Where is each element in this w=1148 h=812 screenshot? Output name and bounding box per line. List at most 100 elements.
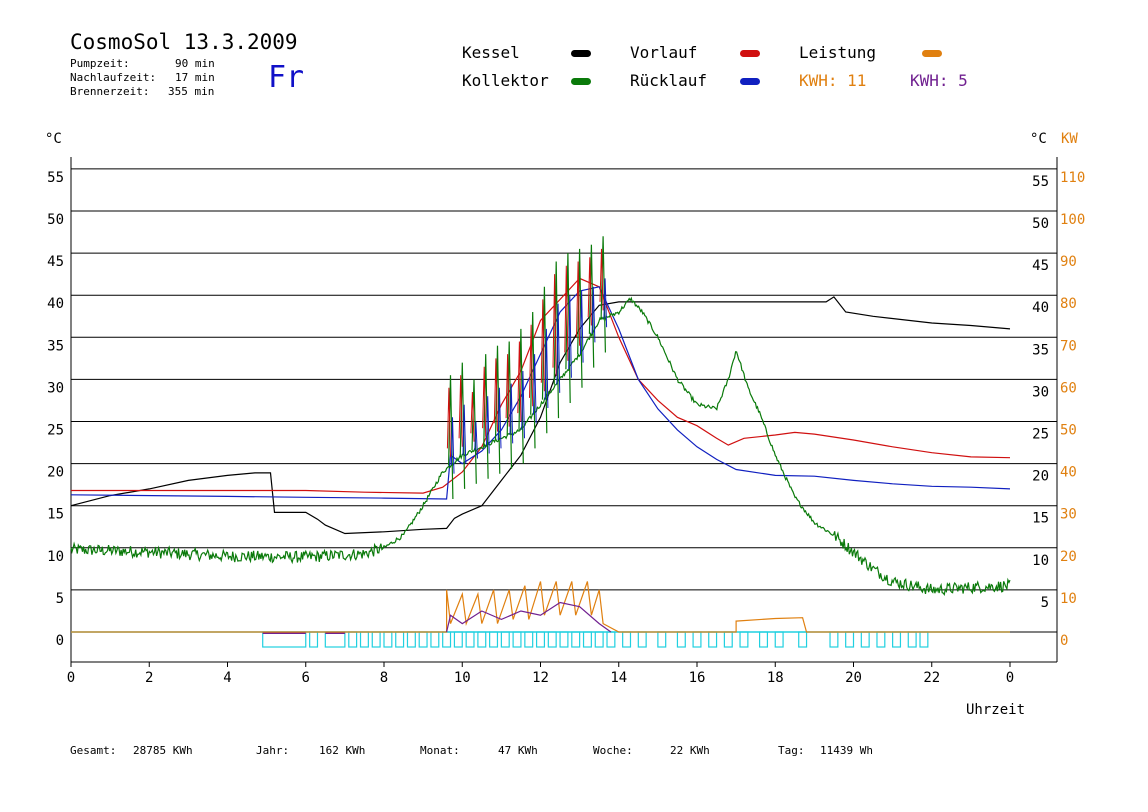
series-spike-vorlauf: [470, 391, 475, 442]
chart-series: [70, 236, 1011, 648]
legend-vorlauf: Vorlauf: [630, 43, 698, 62]
x-tick-label: 20: [845, 670, 862, 686]
series-line-r-cklauf: [70, 286, 1011, 500]
y-tick-label-right: 25: [1032, 427, 1049, 443]
pump-segment: [657, 631, 667, 648]
series-spike-vorlauf: [446, 387, 451, 457]
pump-segment: [489, 631, 499, 648]
series-line-leistung: [71, 581, 1010, 633]
pump-segment: [406, 631, 416, 648]
pump-segment: [535, 631, 546, 648]
y-tick-label-right: 50: [1032, 216, 1049, 232]
series-spike-kollektor: [448, 375, 454, 500]
series-spike-vorlauf: [564, 265, 569, 361]
chart-axes: [70, 157, 1058, 663]
series-spike-kollektor: [471, 379, 477, 484]
pump-segment: [582, 631, 592, 648]
series-spike-kollektor: [600, 236, 606, 353]
legend-vorlauf-swatch: [740, 50, 760, 57]
series-spike-kollektor: [459, 362, 466, 489]
x-tick-label: 18: [767, 670, 784, 686]
footer-monat-label: Monat:: [420, 744, 460, 757]
pump-segment: [676, 631, 686, 648]
series-spike-vorlauf: [599, 248, 604, 311]
y-tick-label-kw: 40: [1060, 465, 1077, 481]
chart-title: CosmoSol 13.3.2009: [70, 30, 298, 54]
pump-segment: [262, 631, 307, 648]
pump-segment: [324, 631, 346, 648]
stat-pumpzeit-label: Pumpzeit:: [70, 57, 130, 70]
series-spike-vorlauf: [458, 375, 463, 447]
pump-segment: [418, 631, 428, 648]
pump-segment: [512, 631, 522, 648]
y-tick-label-kw: 110: [1060, 170, 1085, 186]
x-tick-label: 10: [454, 670, 471, 686]
y-tick-label-left: 20: [47, 465, 64, 481]
y-tick-label-kw: 0: [1060, 633, 1068, 649]
series-spike-kollektor: [588, 244, 595, 368]
y-tick-label-kw: 70: [1060, 338, 1077, 354]
series-line-kwh2: [446, 601, 612, 633]
stat-nachlauf-value: 17 min: [175, 71, 215, 84]
series-spike-vorlauf: [482, 366, 487, 437]
x-tick-label: 0: [67, 670, 75, 686]
chart-ticks: 0 2 4 6 8 10 12 14 16 18 20 22 005101520253035404550…: [47, 170, 1085, 686]
pump-segment: [500, 631, 510, 648]
y-tick-label-right: 45: [1032, 258, 1049, 274]
pump-segment: [739, 631, 749, 648]
legend-kwh-second: KWH: 5: [910, 71, 968, 90]
footer-jahr-label: Jahr:: [256, 744, 290, 757]
footer-woche-value: 22 KWh: [670, 744, 710, 757]
pump-segment: [430, 631, 440, 648]
pump-segment: [348, 631, 358, 648]
series-spike-vorlauf: [505, 354, 510, 427]
y-tick-label-left: 15: [47, 507, 64, 523]
y-tick-label-left: 0: [56, 633, 64, 649]
pump-segment: [383, 631, 393, 648]
stat-pumpzeit-value: 90 min: [175, 57, 215, 70]
y-tick-label-left: 40: [47, 296, 64, 312]
series-spike-ruecklauf: [533, 354, 537, 424]
legend-kollektor-swatch: [571, 78, 591, 85]
pump-segment: [559, 631, 569, 648]
series-spike-ruecklauf: [474, 421, 478, 459]
series-spike-vorlauf: [529, 324, 534, 407]
footer-tag-value: 11439 Wh: [820, 744, 873, 757]
y-axis-label-right: °C: [1030, 131, 1047, 147]
series-spike-kollektor: [541, 286, 548, 434]
pump-segment: [571, 631, 581, 648]
x-tick-label: 22: [923, 670, 940, 686]
footer-gesamt-value: 28785 KWh: [133, 744, 193, 757]
series-spike-ruecklauf: [486, 396, 490, 454]
pump-segment: [919, 631, 929, 648]
series-spike-ruecklauf: [450, 417, 455, 474]
y-tick-label-left: 35: [47, 338, 64, 354]
legend-leistung: Leistung: [799, 43, 877, 62]
pump-segment: [371, 631, 381, 648]
footer-gesamt-label: Gesamt:: [70, 744, 117, 757]
series-spike-ruecklauf: [568, 295, 572, 378]
y-axis-label-kw: KW: [1061, 131, 1078, 147]
series-spike-ruecklauf: [579, 290, 584, 363]
x-tick-label: 2: [145, 670, 153, 686]
series-spike-kollektor: [577, 248, 583, 388]
y-tick-label-right: 40: [1032, 300, 1049, 316]
series-spike-kollektor: [553, 261, 560, 419]
series-line-kessel: [70, 296, 1011, 535]
pump-segment: [708, 631, 718, 648]
pump-segment: [524, 631, 534, 648]
y-tick-label-left: 45: [47, 254, 64, 270]
pump-segment: [798, 631, 808, 648]
y-tick-label-kw: 60: [1060, 380, 1077, 396]
pump-segment: [892, 631, 902, 648]
legend-kollektor: Kollektor: [462, 71, 549, 90]
series-spike-vorlauf: [576, 261, 581, 346]
series-spike-kollektor: [506, 341, 513, 469]
series-line-vorlauf: [71, 277, 1011, 494]
y-tick-label-left: 10: [47, 549, 64, 565]
y-tick-label-kw: 50: [1060, 423, 1077, 439]
series-spike-vorlauf: [552, 274, 557, 377]
x-tick-label: 8: [380, 670, 388, 686]
legend-kessel: Kessel: [462, 43, 520, 62]
y-tick-label-right: 20: [1032, 469, 1049, 485]
